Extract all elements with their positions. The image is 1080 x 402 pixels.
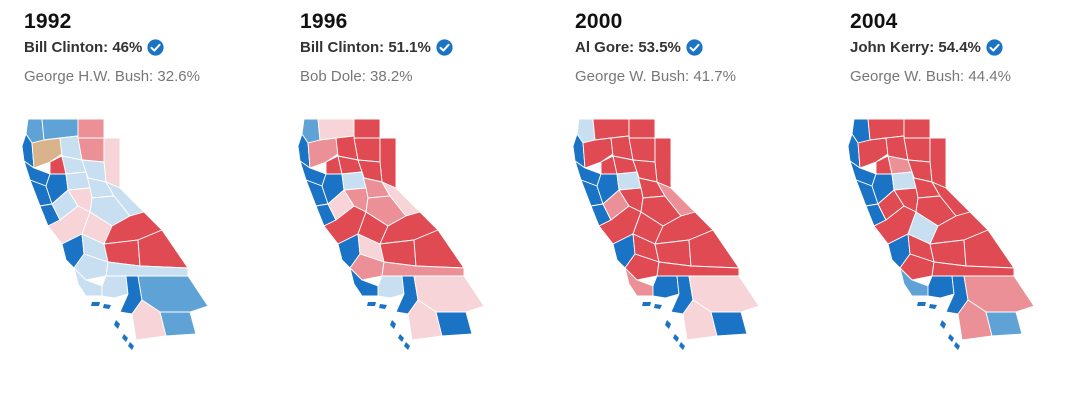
channel-island-1 — [917, 302, 926, 306]
county-28 — [73, 253, 109, 281]
runner-up-text: George W. Bush: 44.4% — [850, 68, 1011, 85]
channel-island-4 — [398, 334, 404, 342]
county-36 — [710, 311, 748, 337]
channel-island-3 — [665, 320, 671, 329]
check-circle-icon — [436, 39, 453, 56]
channel-island-3 — [114, 320, 120, 329]
county-28 — [349, 253, 385, 281]
channel-island-5 — [954, 342, 960, 350]
channel-island-5 — [404, 342, 410, 350]
county-33 — [105, 261, 189, 277]
panel-2004: 2004 John Kerry: 54.4% George W. Bush: 4… — [847, 0, 1080, 402]
panel-2000: 2000 Al Gore: 53.5% George W. Bush: 41.7… — [572, 0, 825, 402]
channel-island-2 — [929, 304, 937, 309]
county-28 — [899, 253, 935, 281]
county-3 — [77, 118, 105, 139]
county-3 — [628, 118, 656, 139]
county-8 — [654, 137, 672, 189]
county-28 — [624, 253, 660, 281]
year-label: 1996 — [300, 10, 348, 33]
channel-island-1 — [91, 302, 100, 306]
check-circle-icon — [986, 39, 1003, 56]
california-county-map — [21, 118, 209, 350]
county-36 — [435, 311, 473, 337]
winner-text: Bill Clinton: 46% — [24, 39, 143, 56]
winner-text: Bill Clinton: 51.1% — [300, 39, 431, 56]
county-21 — [381, 181, 421, 217]
channel-island-1 — [367, 302, 376, 306]
county-3 — [353, 118, 381, 139]
county-21 — [656, 181, 696, 217]
county-33 — [656, 261, 740, 277]
county-31 — [652, 275, 680, 299]
county-8 — [929, 137, 947, 189]
county-36 — [159, 311, 197, 337]
winner-line: John Kerry: 54.4% — [850, 39, 1003, 56]
check-circle-icon — [686, 39, 703, 56]
panel-1996: 1996 Bill Clinton: 51.1% Bob Dole: 38.2% — [297, 0, 550, 402]
county-3 — [903, 118, 931, 139]
county-33 — [931, 261, 1015, 277]
winner-line: Al Gore: 53.5% — [575, 39, 703, 56]
county-21 — [105, 181, 145, 217]
winner-text: Al Gore: 53.5% — [575, 39, 681, 56]
runner-up-text: George W. Bush: 41.7% — [575, 68, 736, 85]
california-county-map — [847, 118, 1035, 350]
channel-island-3 — [940, 320, 946, 329]
county-21 — [931, 181, 971, 217]
check-circle-icon — [147, 39, 164, 56]
county-7 — [628, 137, 656, 163]
year-label: 2004 — [850, 10, 898, 33]
county-31 — [927, 275, 955, 299]
channel-island-4 — [122, 334, 128, 342]
channel-island-1 — [642, 302, 651, 306]
county-7 — [903, 137, 931, 163]
winner-line: Bill Clinton: 46% — [24, 39, 164, 56]
channel-island-3 — [390, 320, 396, 329]
county-7 — [353, 137, 381, 163]
county-36 — [985, 311, 1023, 337]
winner-line: Bill Clinton: 51.1% — [300, 39, 453, 56]
county-8 — [379, 137, 397, 189]
runner-up-text: George H.W. Bush: 32.6% — [24, 68, 200, 85]
channel-island-4 — [948, 334, 954, 342]
county-8 — [103, 137, 121, 189]
county-33 — [381, 261, 465, 277]
california-county-map — [297, 118, 485, 350]
channel-island-4 — [673, 334, 679, 342]
channel-island-5 — [128, 342, 134, 350]
year-label: 1992 — [24, 10, 72, 33]
channel-island-5 — [679, 342, 685, 350]
county-31 — [101, 275, 129, 299]
channel-island-2 — [654, 304, 662, 309]
winner-text: John Kerry: 54.4% — [850, 39, 981, 56]
year-label: 2000 — [575, 10, 623, 33]
county-7 — [77, 137, 105, 163]
california-county-map — [572, 118, 760, 350]
panel-1992: 1992 Bill Clinton: 46% George H.W. Bush:… — [21, 0, 274, 402]
channel-island-2 — [103, 304, 111, 309]
runner-up-text: Bob Dole: 38.2% — [300, 68, 413, 85]
county-31 — [377, 275, 405, 299]
channel-island-2 — [379, 304, 387, 309]
